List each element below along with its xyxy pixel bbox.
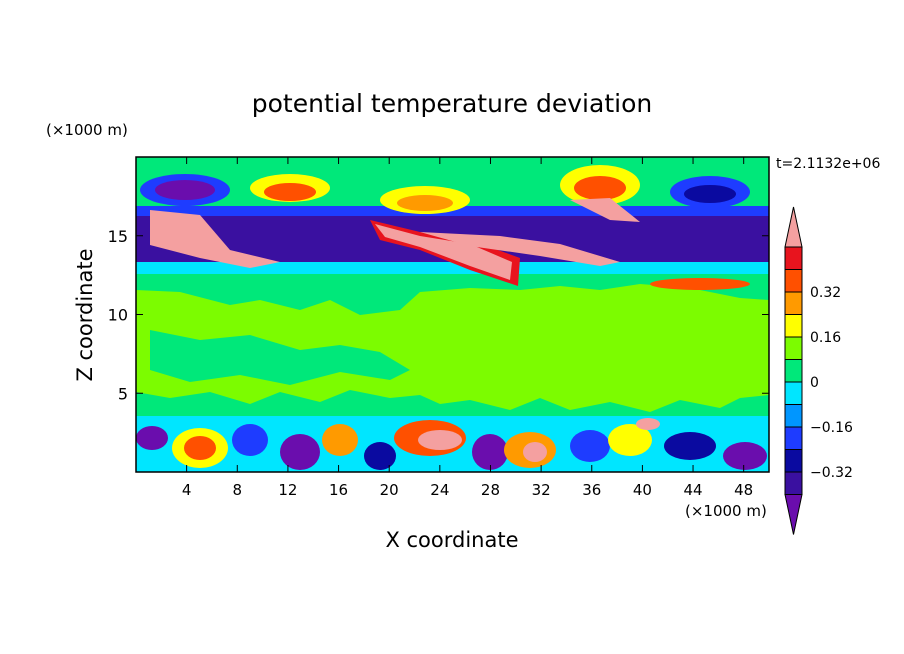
- y-axis-label: Z coordinate: [73, 248, 97, 381]
- lower-cell: [664, 432, 716, 460]
- colorbar-swatch: [784, 404, 803, 428]
- time-label: t=2.1132e+06: [776, 156, 880, 172]
- y-tick-label: 15: [108, 227, 128, 246]
- warm-streak: [570, 198, 640, 222]
- x-unit-label: (×1000 m): [685, 502, 767, 520]
- colorbar-swatch: [784, 336, 803, 360]
- warm-streak: [150, 210, 280, 268]
- upper-cell: [264, 183, 316, 201]
- plot-area: [136, 157, 769, 472]
- colorbar-label: 0.16: [810, 330, 841, 346]
- colorbar-label: 0: [810, 375, 819, 391]
- chart-title: potential temperature deviation: [252, 89, 652, 118]
- x-tick-label: 20: [380, 481, 399, 499]
- lower-cell: [280, 434, 320, 470]
- y-unit-label: (×1000 m): [46, 121, 128, 139]
- x-axis: 4 8 12 16 20 24 28 32 36 40 44 48: [182, 157, 753, 499]
- colorbar-swatch: [784, 291, 803, 315]
- colorbar-swatch: [784, 246, 803, 270]
- colorbar-swatch: [784, 426, 803, 450]
- upper-cell: [397, 195, 453, 211]
- x-tick-label: 48: [734, 481, 753, 499]
- upper-cell: [684, 185, 736, 203]
- x-tick-label: 40: [633, 481, 652, 499]
- colorbar-swatch: [784, 381, 803, 405]
- x-tick-label: 12: [278, 481, 297, 499]
- colorbar-swatch: [784, 206, 803, 248]
- x-tick-label: 28: [481, 481, 500, 499]
- lower-cell: [322, 424, 358, 456]
- lower-cell: [523, 442, 547, 462]
- upper-cyan-band: [136, 262, 769, 274]
- colorbar-label: 0.32: [810, 285, 841, 301]
- colorbar-label: −0.16: [810, 420, 853, 436]
- x-tick-label: 24: [430, 481, 449, 499]
- lower-cell: [472, 434, 508, 470]
- y-tick-label: 10: [108, 306, 128, 325]
- mid-plume-inner: [150, 330, 410, 385]
- colorbar-swatch: [784, 359, 803, 383]
- warm-streak: [375, 224, 512, 280]
- colorbar-swatch: [784, 269, 803, 293]
- lower-cell: [570, 430, 610, 462]
- colorbar-label: −0.32: [810, 465, 853, 481]
- lower-cell: [723, 442, 767, 470]
- x-tick-label: 44: [683, 481, 702, 499]
- lower-cell: [418, 430, 462, 450]
- x-tick-label: 16: [329, 481, 348, 499]
- colorbar: 0.32 0.16 0 −0.16 −0.32: [784, 206, 853, 535]
- upper-cell: [155, 180, 215, 200]
- y-axis: 5 10 15: [108, 227, 769, 403]
- x-tick-label: 32: [532, 481, 551, 499]
- lower-cell: [232, 424, 268, 456]
- x-axis-label: X coordinate: [385, 528, 518, 552]
- upper-cell: [650, 278, 750, 290]
- lower-cell: [364, 442, 396, 470]
- y-tick-label: 5: [118, 384, 128, 403]
- colorbar-swatch: [784, 314, 803, 338]
- warm-streak: [420, 232, 620, 266]
- lower-cell: [136, 426, 168, 450]
- upper-cell: [574, 176, 626, 200]
- x-tick-label: 8: [233, 481, 243, 499]
- colorbar-swatch: [784, 471, 803, 495]
- lower-cell: [608, 424, 652, 456]
- lower-cell: [184, 436, 216, 460]
- colorbar-swatch: [784, 449, 803, 473]
- x-tick-label: 36: [582, 481, 601, 499]
- x-tick-label: 4: [182, 481, 192, 499]
- lower-cell: [636, 418, 660, 430]
- colorbar-swatch: [784, 494, 803, 535]
